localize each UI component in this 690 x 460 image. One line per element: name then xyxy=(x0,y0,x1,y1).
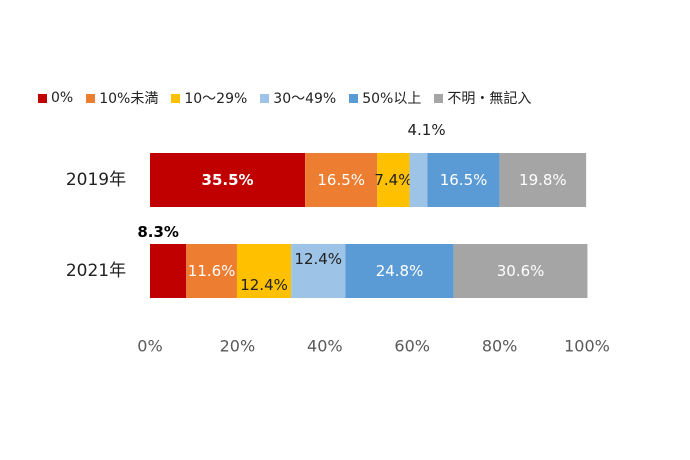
x-tick-label: 80% xyxy=(482,337,518,356)
bar-segment xyxy=(345,244,454,298)
data-label: 19.8% xyxy=(519,171,567,189)
legend-item: 50%以上 xyxy=(349,88,421,108)
data-label: 11.6% xyxy=(188,262,236,280)
x-tick-label: 100% xyxy=(564,337,610,356)
data-label: 8.3% xyxy=(137,223,179,241)
legend-label: 0% xyxy=(51,90,74,106)
bar-segment xyxy=(427,153,500,207)
legend-swatch xyxy=(38,93,47,103)
x-tick-label: 40% xyxy=(307,337,343,356)
bar-segment xyxy=(150,153,306,207)
bar-segment xyxy=(377,153,410,207)
legend-label: 10%未満 xyxy=(99,91,159,107)
legend-label: 30～49% xyxy=(273,91,337,107)
x-tick-label: 0% xyxy=(137,337,162,356)
bar-segment xyxy=(236,244,292,298)
data-label: 12.4% xyxy=(240,276,288,294)
legend-item: 0% xyxy=(38,90,73,106)
data-label: 7.4% xyxy=(374,171,412,189)
category-label: 2019年 xyxy=(66,170,126,190)
bar-segment xyxy=(305,153,378,207)
category-label: 2021年 xyxy=(66,261,126,281)
legend-item: 10%未満 xyxy=(86,88,158,108)
bar-segment xyxy=(291,244,346,298)
legend-swatch xyxy=(434,93,444,103)
x-tick-label: 60% xyxy=(394,337,430,356)
data-label: 30.6% xyxy=(497,262,545,280)
legend-label: 50%以上 xyxy=(362,91,422,107)
legend-swatch xyxy=(86,93,96,103)
bar-segment xyxy=(186,244,237,298)
data-label: 16.5% xyxy=(440,171,488,189)
data-label: 35.5% xyxy=(202,171,254,189)
legend-swatch xyxy=(349,93,359,103)
data-label: 24.8% xyxy=(376,262,424,280)
bar-segment xyxy=(409,153,428,207)
x-tick-label: 20% xyxy=(220,337,256,356)
legend-swatch xyxy=(260,93,270,103)
legend-swatch xyxy=(171,93,181,103)
legend-item: 30～49% xyxy=(260,88,336,108)
legend-label: 10～29% xyxy=(184,91,248,107)
data-label: 12.4% xyxy=(294,250,342,268)
data-label: 16.5% xyxy=(317,171,365,189)
data-label: 4.1% xyxy=(407,121,445,139)
legend-item: 不明・無記入 xyxy=(434,88,531,108)
legend: 0% 10%未満 10～29% 30～49% 50%以上 不明・無記入 xyxy=(38,88,544,108)
legend-label: 不明・無記入 xyxy=(447,91,532,107)
bar-segment xyxy=(453,244,588,298)
bar-segment xyxy=(499,153,587,207)
legend-item: 10～29% xyxy=(171,88,247,108)
bar-segment xyxy=(150,244,187,298)
